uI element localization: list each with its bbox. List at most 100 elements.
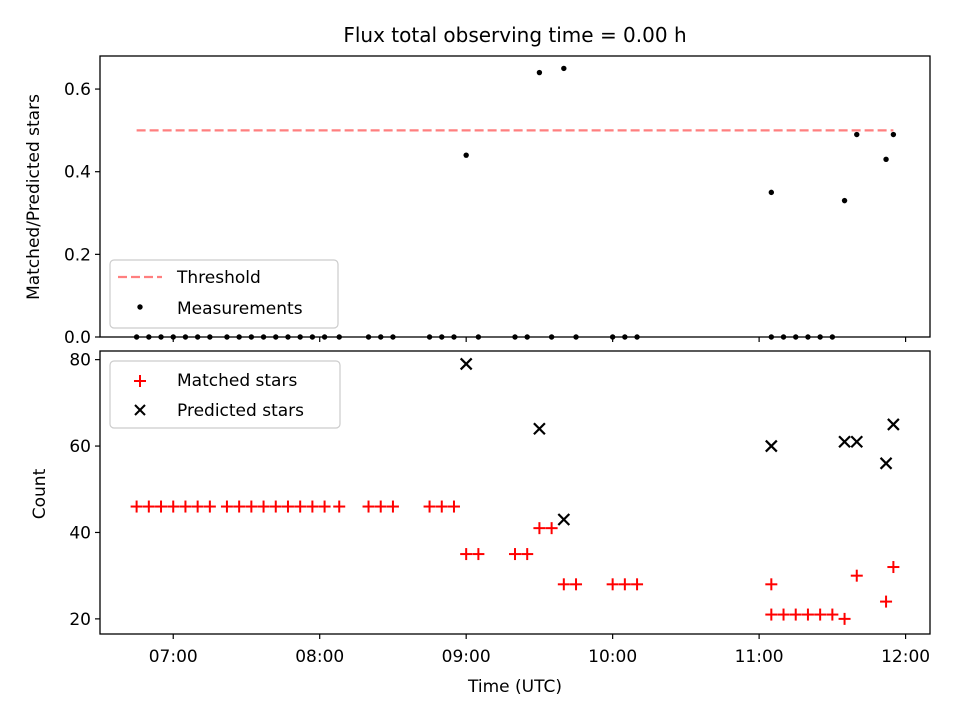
- bottom-x-tick-label: 12:00: [881, 647, 930, 667]
- bottom-y-tick-label: 60: [69, 437, 91, 457]
- top-chart-title: Flux total observing time = 0.00 h: [343, 23, 686, 47]
- measurement-point: [890, 131, 897, 138]
- measurement-point: [854, 131, 860, 138]
- matched-star-point: [850, 569, 863, 582]
- bottom-x-tick-label: 10:00: [588, 647, 637, 667]
- matched-star-point: [472, 548, 485, 561]
- matched-star-point: [269, 500, 282, 513]
- bottom-panel: 20 40 60 80 07:00 08:00 09:00 10:00 11:00 12:00: [69, 350, 931, 667]
- predicted-star-point: [533, 422, 546, 436]
- matched-star-point: [789, 608, 802, 621]
- predicted-star-point: [557, 513, 571, 526]
- matched-star-point: [618, 578, 631, 591]
- matched-star-point: [826, 608, 839, 621]
- matched-star-point: [814, 608, 827, 621]
- matched-star-point: [880, 595, 893, 608]
- legend-predicted-label: Predicted stars: [177, 401, 304, 421]
- bottom-y-tick-label: 80: [69, 351, 91, 371]
- legend-matched-label: Matched stars: [177, 371, 297, 391]
- matched-star-point: [545, 522, 558, 535]
- predicted-star-b: [850, 435, 864, 449]
- bottom-legend-box: [109, 360, 341, 429]
- matched-star-point: [203, 500, 216, 513]
- predicted-star-b: [765, 439, 778, 453]
- matched-star-point: [333, 500, 346, 513]
- top-y-axis-label: Matched/Predicted stars: [24, 94, 44, 300]
- bottom-x-tick-label: 11:00: [735, 647, 784, 667]
- matched-star-point: [557, 578, 570, 591]
- matched-star-point: [155, 500, 168, 513]
- matched-star-point: [521, 548, 534, 561]
- predicted-star-b: [459, 357, 473, 371]
- matched-star-point: [765, 608, 778, 621]
- measurement-point: [841, 197, 848, 204]
- matched-star-point: [142, 500, 155, 513]
- matched-star-point: [318, 500, 331, 513]
- matched-star-point: [777, 608, 790, 621]
- matched-star-point: [220, 500, 233, 513]
- matched-star-point: [801, 608, 814, 621]
- matched-star-point: [191, 500, 204, 513]
- top-y-tick-label: 0.0: [64, 328, 91, 348]
- predicted-star-b: [879, 457, 893, 470]
- matched-star-point: [533, 522, 546, 535]
- matched-star-point: [257, 500, 270, 513]
- matched-star-point: [435, 500, 448, 513]
- matched-star-point: [460, 548, 473, 561]
- top-y-tick-label: 0.2: [64, 245, 91, 265]
- measurement-point: [883, 156, 889, 163]
- legend-threshold-label: Threshold: [176, 268, 261, 288]
- legend-measurements-swatch: [137, 304, 143, 310]
- matched-star-point: [374, 500, 387, 513]
- top-y-tick-label: 0.6: [64, 80, 91, 100]
- matched-star-point: [570, 578, 583, 591]
- predicted-star-b: [557, 513, 571, 526]
- bottom-y-tick-label: 20: [69, 610, 91, 630]
- matched-star-point: [765, 578, 778, 591]
- matched-star-point: [130, 500, 143, 513]
- predicted-star-point: [838, 435, 851, 449]
- measurement-point: [536, 69, 543, 76]
- matched-star-point: [386, 500, 399, 513]
- bottom-x-tick-label: 09:00: [442, 647, 491, 667]
- predicted-star-point: [850, 435, 864, 449]
- matched-star-point: [887, 561, 900, 574]
- matched-star-point: [509, 548, 521, 561]
- top-plot-frame: [99, 55, 931, 338]
- bottom-x-tick-label: 08:00: [295, 647, 344, 667]
- measurement-point: [463, 152, 469, 158]
- matched-star-point: [423, 500, 436, 513]
- top-legend-box: [109, 259, 339, 329]
- top-y-tick-label: 0.4: [64, 163, 91, 183]
- measurement-point: [768, 189, 775, 196]
- predicted-star-point: [765, 439, 778, 453]
- matched-star-point: [631, 578, 644, 591]
- predicted-star-b: [533, 422, 546, 436]
- predicted-star-b: [887, 418, 900, 431]
- bottom-plot-frame: [99, 350, 931, 635]
- x-axis-label: Time (UTC): [467, 677, 562, 697]
- matched-star-point: [294, 500, 307, 513]
- matched-star-point: [167, 500, 180, 513]
- legend-predicted-swatch: [134, 404, 146, 416]
- top-legend: Threshold Measurements: [109, 259, 339, 329]
- matched-star-point: [606, 578, 619, 591]
- matched-star-point: [281, 500, 294, 513]
- bottom-x-tick-label: 07:00: [149, 647, 198, 667]
- predicted-star-point: [459, 357, 473, 371]
- bottom-y-tick-label: 40: [69, 523, 91, 543]
- legend-matched-swatch: [134, 375, 146, 387]
- matched-star-point: [179, 500, 192, 513]
- matched-star-point: [447, 500, 460, 513]
- predicted-star-point: [879, 457, 893, 470]
- matched-star-point: [306, 500, 319, 513]
- matched-star-point: [838, 612, 851, 625]
- matched-star-point: [245, 500, 258, 513]
- predicted-star-b: [838, 435, 851, 449]
- top-panel: 0.0 0.2 0.4 0.6: [64, 55, 931, 348]
- legend-measurements-label: Measurements: [177, 299, 303, 319]
- predicted-star-point: [887, 418, 900, 431]
- matched-star-point: [362, 500, 375, 513]
